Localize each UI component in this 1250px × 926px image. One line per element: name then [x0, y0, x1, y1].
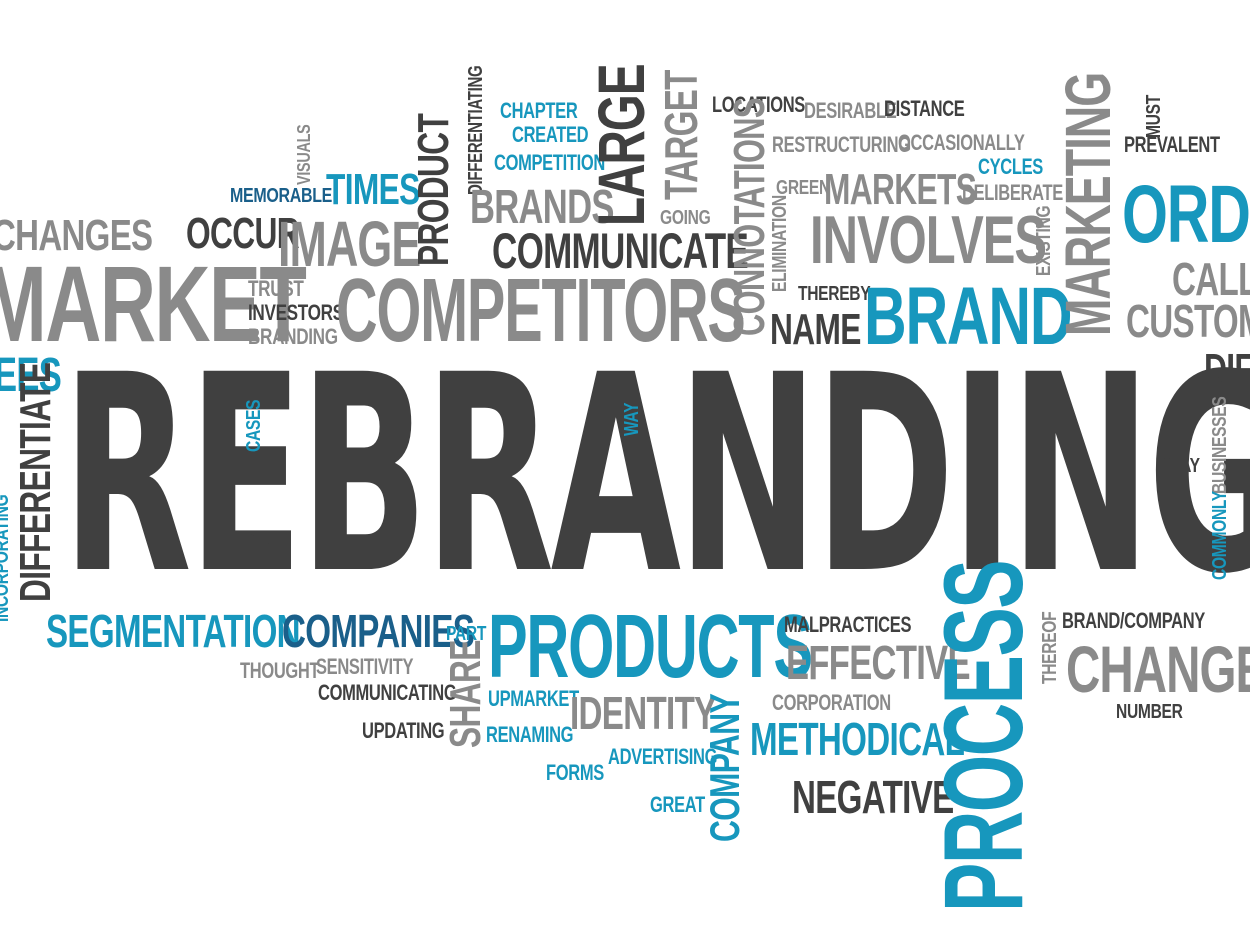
word-methodical: METHODICAL: [750, 713, 965, 765]
word-process: PROCESS: [921, 560, 1046, 912]
word-corporation: CORPORATION: [772, 690, 891, 715]
word-great: GREAT: [650, 792, 705, 817]
word-going: GOING: [660, 207, 711, 229]
word-sensitivity: SENSITIVITY: [316, 654, 414, 679]
word-restructuring: RESTRUCTURING: [772, 132, 911, 157]
word-share: SHARE: [441, 640, 490, 748]
word-competitors: COMPETITORS: [336, 261, 746, 361]
word-updating: UPDATING: [362, 718, 445, 743]
word-distance: DISTANCE: [884, 96, 965, 121]
word-locations: LOCATIONS: [712, 92, 805, 117]
word-segmentation: SEGMENTATION: [46, 605, 301, 657]
word-company: COMPANY: [701, 693, 748, 842]
word-connotations: CONNOTATIONS: [725, 98, 774, 337]
word-cycles: CYCLES: [978, 154, 1043, 179]
word-differentiate: DIFFERENTIATE: [11, 362, 60, 602]
word-markets: MARKETS: [824, 165, 977, 214]
word-brand: BRAND: [864, 271, 1072, 362]
word-changes: CHANGES: [0, 211, 153, 260]
word-green: GREEN: [776, 177, 830, 199]
word-visuals: VISUALS: [294, 124, 314, 185]
word-investors: INVESTORS: [248, 300, 344, 325]
word-trust: TRUST: [248, 276, 304, 301]
word-effective: EFFECTIVE: [786, 637, 971, 690]
word-communicate: COMMUNICATE: [492, 223, 749, 279]
word-called: CALLE: [1172, 253, 1250, 305]
word-times: TIMES: [326, 165, 420, 214]
word-customer: CUSTOME: [1126, 295, 1250, 347]
word-memorable: MEMORABLE: [230, 185, 333, 207]
word-competition: COMPETITION: [494, 150, 605, 175]
word-advertising: ADVERTISING: [608, 744, 718, 769]
word-rebranding: REBRANDING: [62, 318, 1250, 634]
word-businesses: BUSINESSES: [1209, 396, 1231, 494]
word-differ: DIFF: [1204, 345, 1250, 394]
word-name: NAME: [770, 305, 861, 354]
word-market: MARKET: [0, 243, 307, 364]
word-renaming: RENAMING: [486, 722, 574, 747]
word-occur: OCCUR: [186, 209, 300, 258]
word-change: CHANGE: [1066, 632, 1250, 706]
word-forms: FORMS: [546, 760, 604, 785]
word-negative: NEGATIVE: [792, 771, 954, 823]
word-order: ORDE: [1122, 169, 1250, 260]
word-commonly: COMMONLY: [1209, 491, 1231, 580]
word-malpractices: MALPRACTICES: [784, 612, 912, 637]
word-communicating: COMMUNICATING: [318, 680, 457, 705]
word-target: TARGET: [655, 70, 707, 200]
word-desirable: DESIRABLE: [804, 98, 897, 123]
word-large: LARGE: [584, 64, 658, 226]
word-part: PART: [446, 623, 487, 645]
word-differentiating: DIFFERENTIATING: [465, 65, 487, 195]
word-products: PRODUCTS: [488, 597, 813, 697]
word-elimination: ELIMINATION: [769, 195, 791, 292]
word-product: PRODUCT: [409, 113, 458, 266]
word-thought: THOUGHT: [240, 658, 320, 683]
word-upmarket: UPMARKET: [488, 686, 579, 711]
word-thereby: THEREBY: [798, 283, 871, 305]
word-involves: INVOLVES: [810, 202, 1047, 278]
word-branding: BRANDING: [248, 324, 338, 349]
word-brands: BRANDS: [470, 181, 614, 234]
word-occasionally: OCCASIONALLY: [898, 130, 1025, 155]
word-prevalent: PREVALENT: [1124, 132, 1220, 157]
word-marketing: MARKETING: [1052, 72, 1124, 337]
word-stay: STAY: [1162, 455, 1200, 477]
word-cases: CASES: [243, 399, 265, 452]
word-incorporating: INCORPORATING: [0, 494, 13, 622]
word-created: CREATED: [512, 122, 589, 147]
word-thereof: THEREOF: [1039, 611, 1061, 684]
word-take: TAKE: [240, 529, 281, 551]
word-number: NUMBER: [1116, 701, 1183, 723]
word-chapter: CHAPTER: [500, 98, 578, 123]
word-brand-company: BRAND/COMPANY: [1062, 608, 1205, 633]
word-existing: EXISTING: [1033, 205, 1055, 276]
word-identity: IDENTITY: [570, 687, 716, 739]
word-companies: COMPANIES: [282, 605, 475, 657]
word-image: IMAGE: [278, 208, 421, 280]
word-way: WAY: [621, 402, 643, 436]
word-deliberate: DELIBERATE: [962, 180, 1063, 205]
word-ees: EES: [0, 349, 62, 402]
